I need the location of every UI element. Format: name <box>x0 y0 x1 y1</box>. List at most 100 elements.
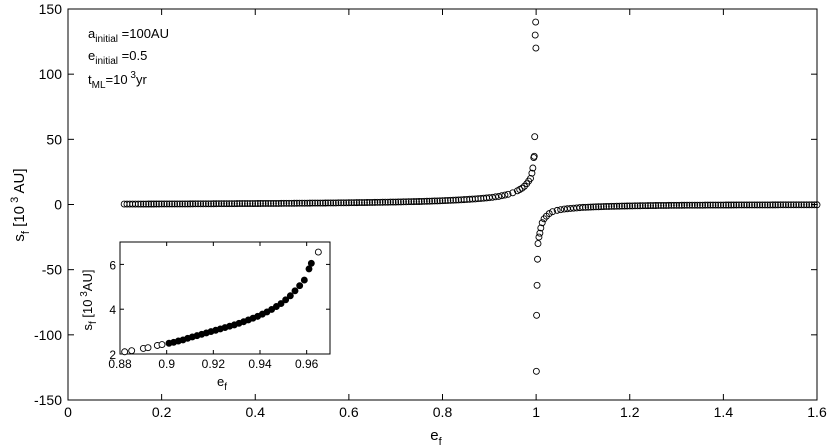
data-point <box>340 199 348 207</box>
data-point <box>145 200 153 208</box>
data-point <box>532 44 540 52</box>
data-point <box>270 199 277 207</box>
data-point <box>131 200 139 208</box>
data-point <box>582 203 589 211</box>
data-point <box>423 197 431 205</box>
data-point <box>303 199 311 207</box>
data-point <box>626 202 634 210</box>
data-point <box>176 200 184 208</box>
data-point <box>680 201 688 209</box>
data-point <box>262 200 270 207</box>
data-point <box>654 202 662 209</box>
data-point <box>251 200 259 207</box>
data-point <box>534 255 541 263</box>
inset-open-point <box>158 341 166 349</box>
data-point <box>608 202 615 210</box>
data-point <box>129 200 137 208</box>
data-point <box>394 198 402 206</box>
data-point <box>397 198 405 206</box>
inset-x-tick-label: 0.94 <box>248 357 272 371</box>
data-point <box>389 198 397 206</box>
data-point <box>719 201 727 209</box>
inset-filled-point <box>277 300 285 308</box>
data-point <box>264 199 272 207</box>
data-point <box>529 164 537 172</box>
data-point <box>533 281 541 289</box>
data-point <box>358 199 366 207</box>
data-point <box>534 240 542 248</box>
data-point <box>387 198 394 206</box>
data-point <box>275 199 283 207</box>
data-point <box>771 201 779 209</box>
data-point <box>324 199 332 207</box>
data-point <box>758 201 766 209</box>
data-point <box>220 200 228 208</box>
data-point <box>184 200 192 208</box>
data-point <box>613 202 621 210</box>
data-point <box>701 201 709 209</box>
data-point <box>751 201 759 209</box>
data-point <box>535 233 543 241</box>
data-point <box>257 200 264 207</box>
data-point <box>753 201 761 209</box>
data-point <box>418 197 426 205</box>
data-point <box>549 208 556 216</box>
inset-filled-point <box>286 292 294 300</box>
inset-x-tick-label: 0.96 <box>295 357 319 371</box>
data-point <box>158 200 166 208</box>
data-point <box>376 198 384 206</box>
annotation-t-ml: tML=10 3yr <box>88 70 147 91</box>
data-point <box>181 200 189 208</box>
main-points <box>120 18 821 375</box>
data-point <box>259 200 267 207</box>
data-point <box>631 202 639 210</box>
data-point <box>557 206 565 214</box>
data-point <box>168 200 176 208</box>
data-point <box>155 200 163 208</box>
data-point <box>204 200 212 208</box>
data-point <box>678 201 686 209</box>
data-point <box>272 199 280 207</box>
data-point <box>306 199 314 207</box>
main-y-tick-label: -150 <box>34 392 62 408</box>
main-x-tick-label: 0 <box>64 404 72 420</box>
data-point <box>280 199 288 207</box>
data-point <box>597 203 605 211</box>
data-point <box>433 197 441 205</box>
data-point <box>735 201 743 209</box>
data-point <box>602 203 610 210</box>
data-point <box>309 199 316 207</box>
data-point <box>415 198 423 205</box>
data-point <box>504 190 512 198</box>
data-point <box>455 196 462 204</box>
inset-x-tick-label: 0.92 <box>202 357 226 371</box>
data-point <box>784 201 792 209</box>
data-point <box>800 201 808 209</box>
data-point <box>527 174 534 182</box>
data-point <box>808 201 816 209</box>
data-point <box>797 201 805 209</box>
data-point <box>670 201 678 209</box>
inset-x-tick-label: 0.9 <box>158 357 175 371</box>
data-point <box>531 133 539 141</box>
data-point <box>673 201 681 209</box>
data-point <box>191 200 199 208</box>
main-y-tick-label: 100 <box>39 66 63 82</box>
data-point <box>634 202 641 210</box>
data-point <box>319 199 327 207</box>
data-point <box>667 201 675 209</box>
data-point <box>444 197 452 204</box>
data-point <box>439 197 446 205</box>
main-x-tick-label: 0.2 <box>152 404 172 420</box>
main-x-tick-label: 0.8 <box>433 404 453 420</box>
data-point <box>706 201 714 209</box>
data-point <box>327 199 335 207</box>
data-point <box>528 169 536 177</box>
main-x-tick-label: 1 <box>532 404 540 420</box>
data-point <box>683 201 691 209</box>
data-point <box>194 200 202 208</box>
data-point <box>283 199 290 207</box>
data-point <box>342 199 350 207</box>
data-point <box>748 201 756 209</box>
